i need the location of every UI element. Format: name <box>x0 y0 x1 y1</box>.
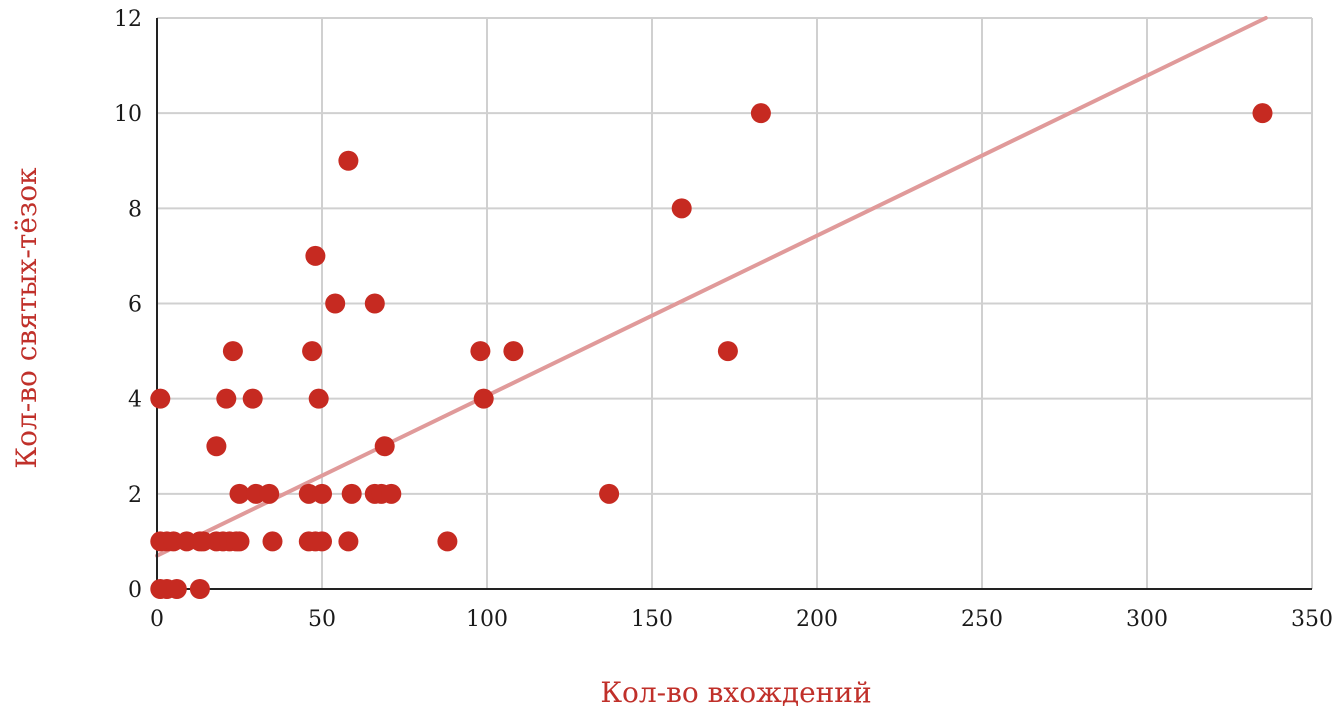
data-point <box>259 483 280 504</box>
data-point <box>717 341 738 362</box>
data-point <box>338 150 359 171</box>
data-point <box>262 531 283 552</box>
y-tick-label: 2 <box>128 483 142 508</box>
x-tick-label: 50 <box>308 607 336 632</box>
data-point <box>229 483 250 504</box>
x-tick-label: 150 <box>631 607 673 632</box>
data-point <box>312 483 332 504</box>
data-point <box>437 531 458 552</box>
trendline-group <box>155 16 1268 558</box>
x-tick-label: 250 <box>961 607 1003 632</box>
x-axis-title: Кол-во вхождений <box>600 676 871 709</box>
trendline <box>155 16 1268 558</box>
y-tick-label: 4 <box>128 388 142 413</box>
data-point <box>242 388 263 409</box>
data-point <box>222 341 243 362</box>
x-tick-label: 200 <box>796 607 838 632</box>
axes <box>156 18 1312 590</box>
x-tick-label: 0 <box>150 607 164 632</box>
tick-labels: 0 50 100 150 200 250 300 350 0 2 4 6 8 10 12 <box>114 7 1333 632</box>
data-points <box>150 103 1273 599</box>
data-point <box>374 436 395 457</box>
data-point <box>473 388 494 409</box>
data-point <box>216 388 237 409</box>
data-point <box>206 436 227 457</box>
y-tick-label: 6 <box>128 293 142 318</box>
data-point <box>166 579 187 599</box>
data-point <box>325 293 346 314</box>
data-point <box>599 483 620 504</box>
y-tick-label: 0 <box>128 578 142 603</box>
data-point <box>364 293 385 314</box>
y-tick-label: 12 <box>114 7 142 32</box>
data-point <box>229 531 250 552</box>
data-point <box>305 245 326 266</box>
grid <box>157 17 1313 589</box>
data-point <box>312 531 332 552</box>
x-tick-label: 300 <box>1126 607 1168 632</box>
data-point <box>503 341 524 362</box>
data-point <box>750 103 771 124</box>
data-point <box>308 388 329 409</box>
data-point <box>150 388 171 409</box>
data-point <box>189 579 210 599</box>
y-axis-title: Кол-во святых-тёзок <box>10 167 43 469</box>
data-point <box>671 198 692 219</box>
y-tick-label: 8 <box>128 197 142 222</box>
data-point <box>338 531 359 552</box>
data-point <box>381 483 402 504</box>
data-point <box>341 483 362 504</box>
y-tick-label: 10 <box>114 102 142 127</box>
data-point <box>302 341 323 362</box>
x-tick-label: 100 <box>466 607 508 632</box>
x-tick-label: 350 <box>1291 607 1333 632</box>
data-point <box>470 341 491 362</box>
data-point <box>1252 103 1273 124</box>
